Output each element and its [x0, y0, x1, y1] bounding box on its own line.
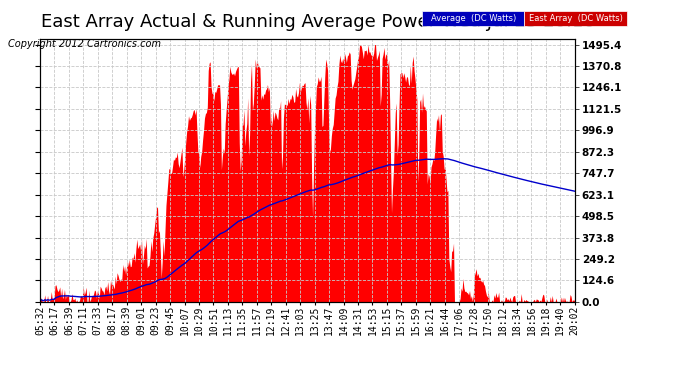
Text: Copyright 2012 Cartronics.com: Copyright 2012 Cartronics.com	[8, 39, 161, 50]
Text: East Array  (DC Watts): East Array (DC Watts)	[529, 14, 622, 23]
Text: East Array Actual & Running Average Power Wed Jul 25 20:16: East Array Actual & Running Average Powe…	[41, 13, 594, 31]
Text: Average  (DC Watts): Average (DC Watts)	[431, 14, 516, 23]
